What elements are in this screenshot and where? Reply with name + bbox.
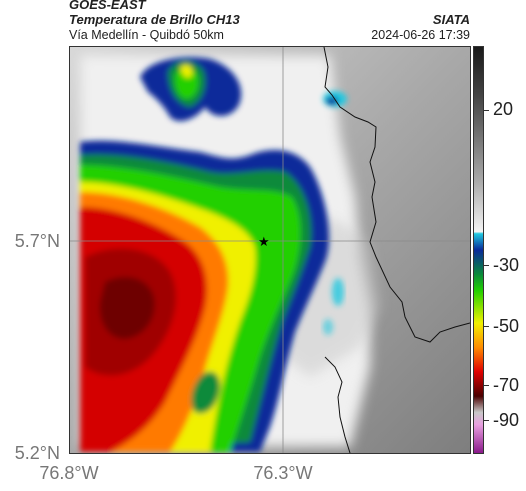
colorbar-label-minus-90: -90 bbox=[493, 410, 520, 430]
star-icon: ★ bbox=[258, 235, 270, 250]
brand-label: SIATA bbox=[432, 12, 470, 27]
colorbar-tick bbox=[484, 110, 489, 111]
product-title: GOES-EAST bbox=[69, 0, 146, 12]
x-label-76-3: 76.3°W bbox=[253, 463, 313, 483]
colorbar-label-20: 20 bbox=[493, 99, 514, 119]
colorbar-label-minus-50: -50 bbox=[493, 316, 520, 336]
colorbar-label-minus-30: -30 bbox=[493, 255, 520, 275]
y-label-5-7: 5.7°N bbox=[14, 231, 60, 251]
admin-boundary bbox=[323, 47, 470, 343]
map-gridlines bbox=[70, 47, 470, 453]
convective-system bbox=[80, 140, 330, 452]
x-label-76-8: 76.8°W bbox=[39, 463, 99, 483]
colorbar-label-minus-70: -70 bbox=[493, 375, 520, 395]
map-canvas: ★ bbox=[70, 47, 470, 453]
isolated-cells bbox=[323, 278, 344, 335]
route-label: Vía Medellín - Quibdó 50km bbox=[69, 28, 224, 42]
timestamp: 2024-06-26 17:39 bbox=[371, 28, 470, 42]
colorbar-tick bbox=[484, 420, 489, 421]
colorbar-tick bbox=[484, 326, 489, 327]
admin-boundary-south bbox=[324, 356, 351, 453]
colorbar-tick bbox=[484, 265, 489, 266]
satellite-map[interactable]: ★ bbox=[69, 46, 471, 454]
colorbar-tick bbox=[484, 385, 489, 386]
north-cloud-cluster bbox=[140, 57, 347, 122]
colorbar bbox=[473, 46, 484, 454]
product-subtitle: Temperatura de Brillo CH13 bbox=[69, 12, 240, 27]
y-label-5-2: 5.2°N bbox=[14, 443, 60, 463]
